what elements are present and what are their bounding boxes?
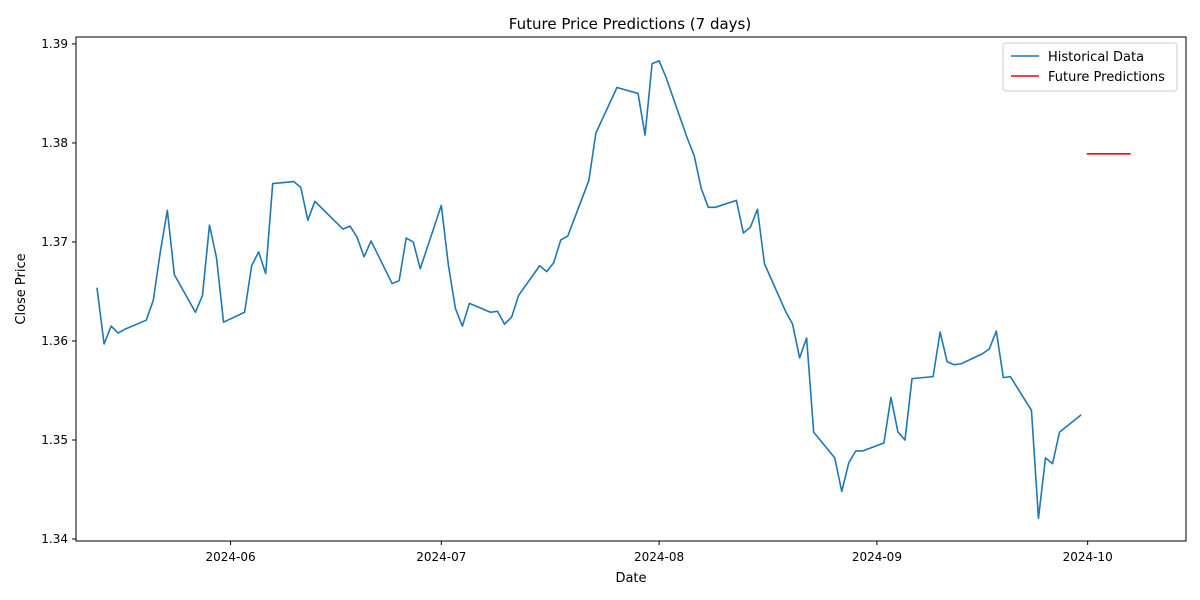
legend-label-historical-data: Historical Data xyxy=(1048,50,1144,65)
y-axis: 1.34 1.35 1.36 1.37 1.38 1.39 xyxy=(41,37,76,546)
legend-label-future-predictions: Future Predictions xyxy=(1048,70,1165,85)
y-tick-label: 1.36 xyxy=(41,334,68,348)
y-axis-title: Close Price xyxy=(14,253,29,324)
y-tick-label: 1.38 xyxy=(41,136,68,150)
series-layer xyxy=(96,59,1131,520)
x-tick-label: 2024-08 xyxy=(634,550,684,564)
chart-title: Future Price Predictions (7 days) xyxy=(509,15,751,33)
x-tick-label: 2024-10 xyxy=(1063,550,1113,564)
plot-frame xyxy=(75,36,1187,542)
y-tick-label: 1.34 xyxy=(41,532,68,546)
legend: Historical Data Future Predictions xyxy=(1002,42,1178,92)
series-line-historical-data xyxy=(96,59,1082,520)
y-tick-label: 1.37 xyxy=(41,235,68,249)
x-tick-label: 2024-06 xyxy=(205,550,255,564)
x-tick-label: 2024-07 xyxy=(416,550,466,564)
x-axis: 2024-06 2024-07 2024-08 2024-09 2024-10 xyxy=(205,541,1113,564)
x-tick-label: 2024-09 xyxy=(852,550,902,564)
x-axis-title: Date xyxy=(615,571,646,586)
plot-area xyxy=(75,36,1187,542)
legend-box xyxy=(1002,42,1178,92)
y-tick-label: 1.35 xyxy=(41,433,68,447)
y-tick-label: 1.39 xyxy=(41,37,68,51)
